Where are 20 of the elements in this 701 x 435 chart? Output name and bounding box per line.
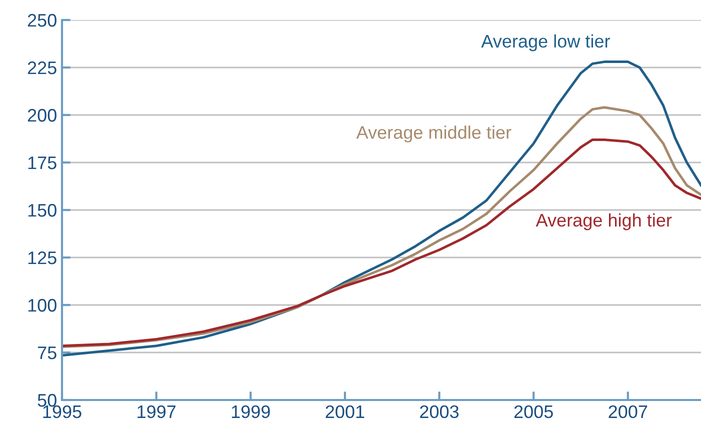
series-label: Average middle tier xyxy=(356,126,512,142)
x-tick-label: 2007 xyxy=(608,405,648,418)
y-tick-label: 100 xyxy=(28,298,56,312)
y-tick-label: 225 xyxy=(28,61,56,74)
x-tick-label: 2001 xyxy=(326,405,364,418)
x-tick-label: 1995 xyxy=(43,405,82,418)
y-tick-label: 250 xyxy=(28,14,56,27)
series-label: Average low tier xyxy=(481,34,610,52)
x-tick-label: 1999 xyxy=(232,405,270,418)
y-tick-label: 150 xyxy=(28,204,56,217)
y-tick-label: 175 xyxy=(28,156,56,170)
line-series xyxy=(62,60,701,357)
y-tick-label: 75 xyxy=(38,346,56,360)
y-tick-label: 50 xyxy=(38,394,56,407)
x-tick-label: 1997 xyxy=(138,405,176,418)
series-label: Average high tier xyxy=(536,213,672,230)
y-tick-label: 200 xyxy=(28,108,56,122)
x-tick-label: 2003 xyxy=(420,405,459,418)
y-tick-label: 125 xyxy=(28,251,56,264)
x-tick-label: 2005 xyxy=(514,405,553,418)
